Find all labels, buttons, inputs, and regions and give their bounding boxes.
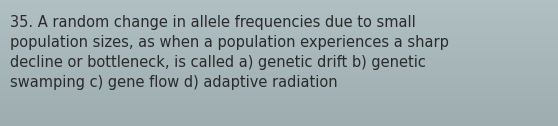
Text: 35. A random change in allele frequencies due to small
population sizes, as when: 35. A random change in allele frequencie… [10,15,449,90]
